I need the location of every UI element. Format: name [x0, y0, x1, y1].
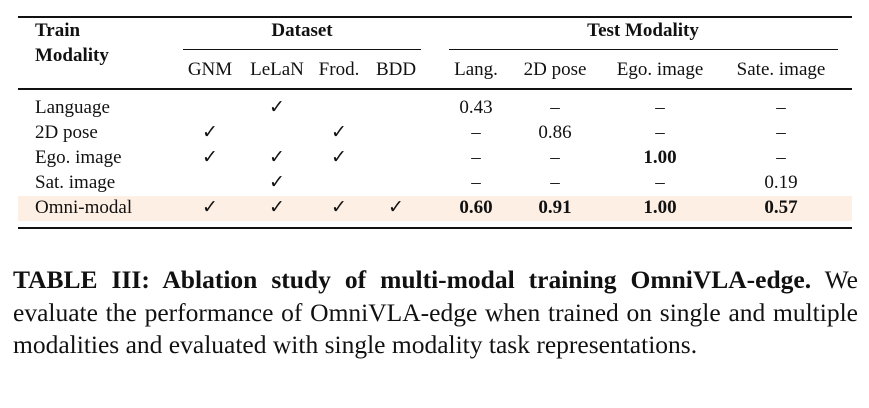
dataset-cmidrule [183, 49, 421, 50]
score-cell: 0.60 [459, 197, 493, 218]
header-test-modality: Test Modality [587, 20, 699, 41]
score-cell: 0.91 [538, 197, 572, 218]
header-dataset: Dataset [271, 20, 333, 41]
row-train-modality: Sat. image [35, 172, 116, 193]
score-cell: 1.00 [643, 147, 677, 168]
test-col-header: Ego. image [616, 59, 704, 80]
test-cmidrule [449, 49, 838, 50]
score-cell: – [471, 147, 481, 168]
bottom-rule [18, 227, 852, 229]
table-caption: TABLE III: Ablation study of multi-modal… [13, 264, 858, 362]
score-cell: – [655, 172, 665, 193]
check-icon: ✓ [331, 122, 347, 143]
test-col-header: Sate. image [736, 59, 826, 80]
header-modality: Modality [35, 45, 109, 66]
check-icon: ✓ [331, 147, 347, 168]
dataset-col-header: BDD [375, 59, 417, 80]
score-cell: – [550, 147, 560, 168]
row-train-modality: Language [35, 97, 110, 118]
score-cell: – [471, 122, 481, 143]
check-icon: ✓ [202, 147, 218, 168]
check-icon: ✓ [269, 172, 285, 193]
test-col-header: 2D pose [523, 59, 587, 80]
score-cell: 1.00 [643, 197, 677, 218]
check-icon: ✓ [269, 147, 285, 168]
score-cell: 0.43 [459, 97, 493, 118]
check-icon: ✓ [202, 197, 218, 218]
score-cell: – [776, 97, 786, 118]
score-cell: – [655, 97, 665, 118]
check-icon: ✓ [388, 197, 404, 218]
row-train-modality: Ego. image [35, 147, 122, 168]
check-icon: ✓ [269, 197, 285, 218]
dataset-col-header: GNM [187, 59, 233, 80]
row-train-modality: 2D pose [35, 122, 98, 143]
test-col-header: Lang. [454, 59, 498, 80]
score-cell: – [776, 147, 786, 168]
header-train: Train [35, 20, 81, 41]
caption-label: TABLE III: Ablation study of multi-modal… [13, 265, 812, 294]
check-icon: ✓ [331, 197, 347, 218]
row-train-modality: Omni-modal [35, 197, 133, 218]
score-cell: – [471, 172, 481, 193]
score-cell: 0.19 [764, 172, 798, 193]
score-cell: 0.86 [538, 122, 572, 143]
dataset-col-header: LeLaN [250, 59, 304, 80]
dataset-col-header: Frod. [318, 59, 360, 80]
score-cell: – [550, 97, 560, 118]
score-cell: – [655, 122, 665, 143]
check-icon: ✓ [269, 97, 285, 118]
score-cell: – [776, 122, 786, 143]
omni-modal-highlight [18, 196, 852, 221]
score-cell: 0.57 [764, 197, 798, 218]
top-rule [18, 16, 852, 18]
caption-text: We evaluate the performance of OmniVLA-e… [13, 265, 859, 359]
score-cell: – [550, 172, 560, 193]
mid-rule [18, 88, 852, 90]
check-icon: ✓ [202, 122, 218, 143]
